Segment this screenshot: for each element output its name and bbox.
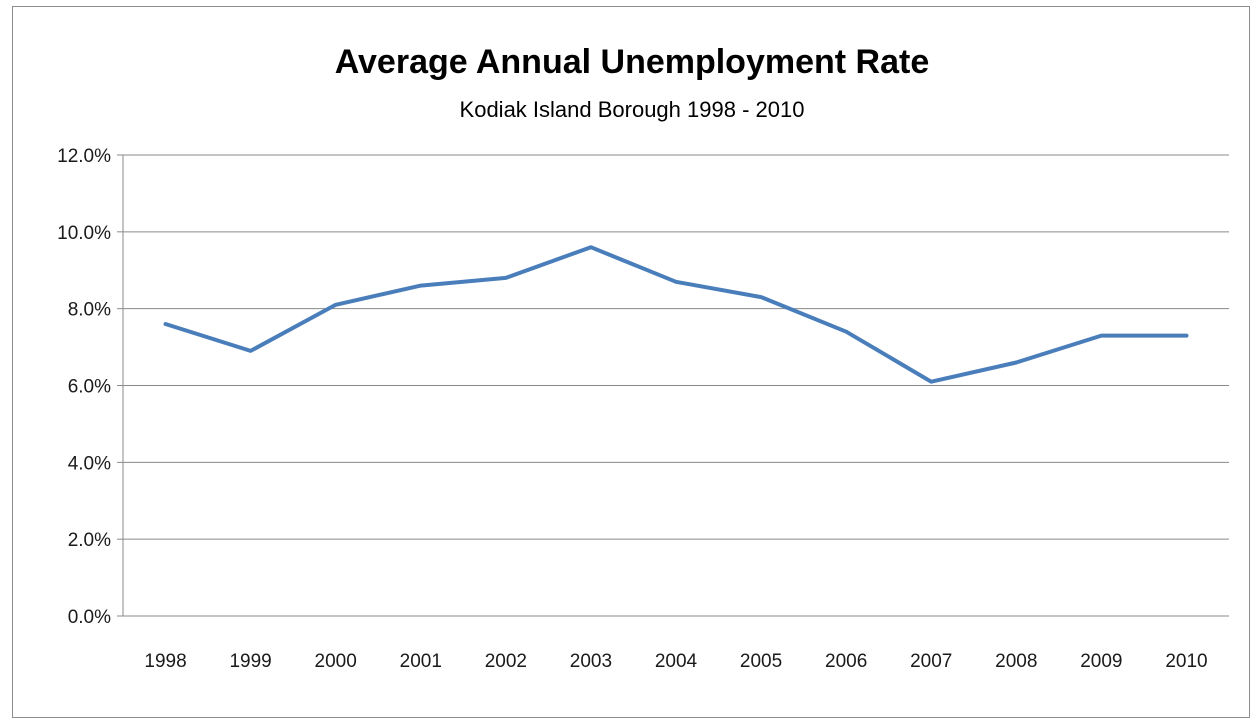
series-group: [163, 245, 1189, 384]
x-tick-label: 2004: [655, 651, 698, 672]
x-tick-label: 2007: [910, 651, 952, 672]
chart-title: Average Annual Unemployment Rate: [335, 43, 930, 81]
x-tick-label: 2009: [1080, 651, 1122, 672]
y-tick-label: 12.0%: [57, 146, 111, 167]
y-tick-label: 8.0%: [68, 300, 111, 321]
x-tick-label: 2006: [825, 651, 867, 672]
x-tick-label: 2010: [1165, 651, 1207, 672]
x-tick-label: 1999: [229, 651, 271, 672]
y-tick-label: 4.0%: [68, 453, 111, 474]
x-tick-label: 2003: [570, 651, 612, 672]
x-axis: 1998 1999 2000 2001 2002 2003 2004 2005 2006 2007…: [144, 651, 1207, 672]
y-tick-label: 6.0%: [68, 377, 111, 398]
x-tick-label: 2005: [740, 651, 782, 672]
x-tick-label: 2002: [485, 651, 527, 672]
x-tick-label: 2001: [400, 651, 442, 672]
chart-frame: [12, 6, 1250, 718]
series-line: [163, 245, 1189, 384]
x-tick-label: 2008: [995, 651, 1037, 672]
y-axis: 0.0% 2.0% 4.0% 6.0% 8.0% 10.0% 12.0%: [57, 146, 124, 628]
y-tick-label: 2.0%: [68, 530, 111, 551]
y-tick-label: 0.0%: [68, 607, 111, 628]
y-tick-label: 10.0%: [57, 223, 111, 244]
x-tick-label: 2000: [315, 651, 357, 672]
gridlines: [123, 154, 1229, 617]
x-tick-label: 1998: [144, 651, 186, 672]
chart-subtitle: Kodiak Island Borough 1998 - 2010: [460, 97, 805, 122]
